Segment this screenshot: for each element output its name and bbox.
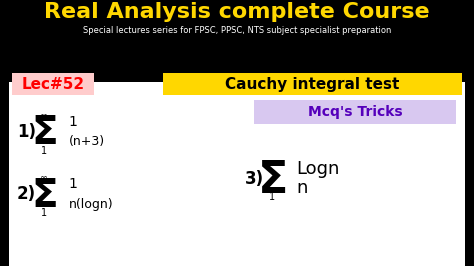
Text: 2): 2) bbox=[17, 185, 36, 203]
Text: (n+3): (n+3) bbox=[69, 135, 105, 148]
FancyBboxPatch shape bbox=[12, 73, 94, 95]
Text: Real Analysis complete Course: Real Analysis complete Course bbox=[44, 2, 430, 22]
Text: $\mathbf{\Sigma}$: $\mathbf{\Sigma}$ bbox=[31, 115, 56, 152]
Text: Lec#52: Lec#52 bbox=[21, 77, 84, 92]
Text: n(logn): n(logn) bbox=[69, 198, 113, 211]
Text: 1: 1 bbox=[269, 192, 274, 202]
Text: 1: 1 bbox=[69, 177, 78, 192]
Text: 1: 1 bbox=[41, 208, 47, 218]
Text: $\mathbf{\Sigma}$: $\mathbf{\Sigma}$ bbox=[257, 159, 286, 202]
Text: $\infty$: $\infty$ bbox=[39, 173, 48, 182]
Text: 1: 1 bbox=[41, 146, 47, 156]
Text: 1: 1 bbox=[69, 115, 78, 129]
Text: $\infty$: $\infty$ bbox=[267, 157, 276, 167]
FancyBboxPatch shape bbox=[9, 82, 465, 266]
Text: n: n bbox=[297, 180, 308, 197]
Text: 3): 3) bbox=[245, 169, 264, 188]
Text: $\infty$: $\infty$ bbox=[39, 110, 48, 120]
Text: Special lectures series for FPSC, PPSC, NTS subject specialist preparation: Special lectures series for FPSC, PPSC, … bbox=[83, 26, 391, 35]
Text: Mcq's Tricks: Mcq's Tricks bbox=[308, 105, 402, 119]
Text: Logn: Logn bbox=[297, 160, 340, 178]
Text: Cauchy integral test: Cauchy integral test bbox=[225, 77, 400, 92]
Text: $\mathbf{\Sigma}$: $\mathbf{\Sigma}$ bbox=[31, 178, 56, 215]
FancyBboxPatch shape bbox=[255, 100, 456, 124]
Text: 1): 1) bbox=[17, 123, 36, 141]
FancyBboxPatch shape bbox=[163, 73, 462, 95]
